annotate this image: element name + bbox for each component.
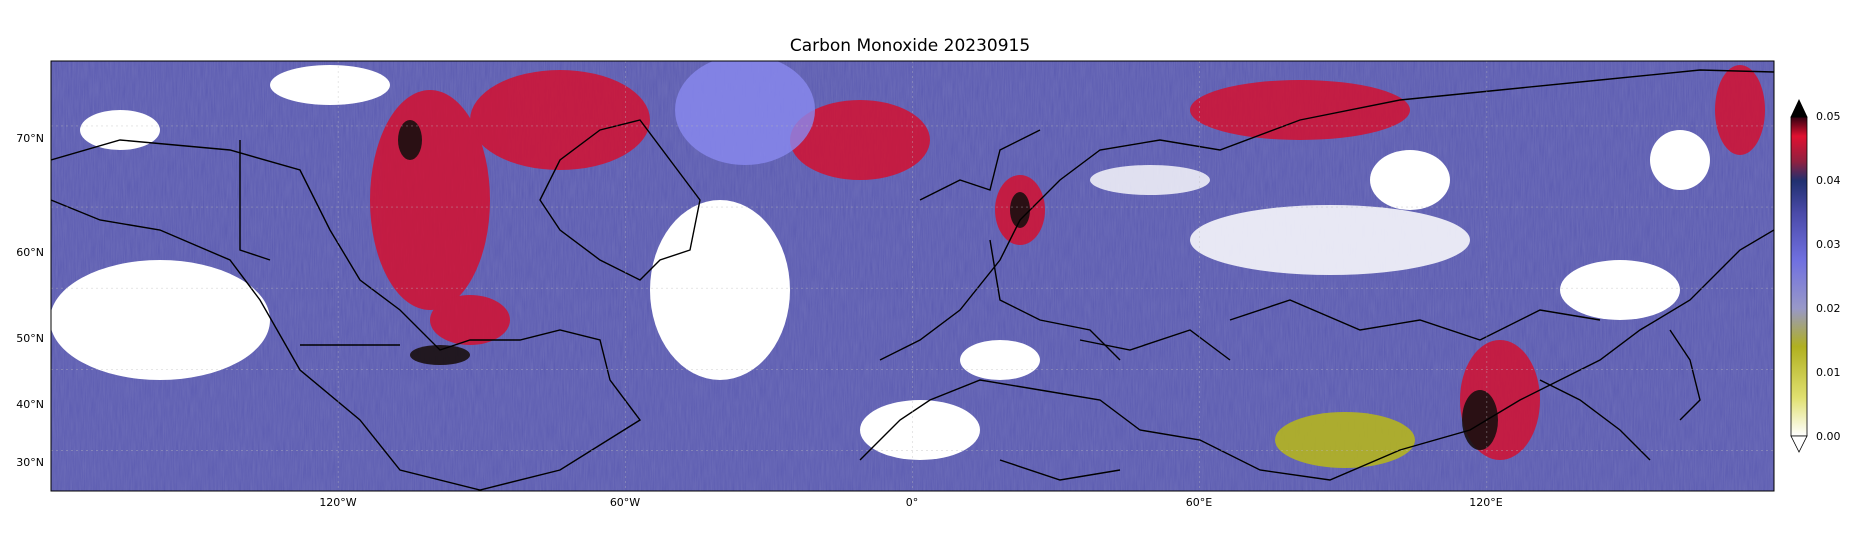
lat-tick-label: 30°N [16, 456, 44, 469]
lon-tick-label: 120°W [319, 496, 357, 509]
colorbar-tick-label: 0.05 [1816, 110, 1841, 123]
lon-tick-label: 60°W [609, 496, 641, 509]
colorbar-tick-label: 0.04 [1816, 174, 1841, 187]
colorbar-tick-label: 0.00 [1816, 430, 1841, 443]
lat-tick-label: 50°N [16, 332, 44, 345]
high-co-regions [370, 65, 1765, 460]
colorbar-tick-label: 0.02 [1816, 302, 1841, 315]
co-field [51, 61, 1774, 491]
map-frame [50, 60, 1775, 492]
lat-tick-label: 60°N [16, 246, 44, 259]
colorbar-gradient [1790, 116, 1808, 437]
graticule [51, 61, 1774, 491]
map-title: Carbon Monoxide 20230915 [789, 36, 1031, 56]
lon-tick-label: 60°E [1185, 496, 1213, 509]
lat-tick-label: 70°N [16, 132, 44, 145]
colorbar-tick-label: 0.03 [1816, 238, 1841, 251]
low-co-region [1275, 412, 1415, 468]
lon-tick-label: 0° [905, 496, 919, 509]
coastlines [51, 69, 1774, 491]
lat-tick-label: 40°N [16, 398, 44, 411]
lon-tick-label: 120°E [1469, 496, 1503, 509]
very-high-co-regions [398, 120, 1498, 450]
colorbar-tick-label: 0.01 [1816, 366, 1841, 379]
colorbar-extend-max [1790, 99, 1808, 118]
colorbar-extend-min [1790, 435, 1808, 453]
missing-data [51, 65, 1710, 460]
colorbar [1790, 99, 1808, 453]
